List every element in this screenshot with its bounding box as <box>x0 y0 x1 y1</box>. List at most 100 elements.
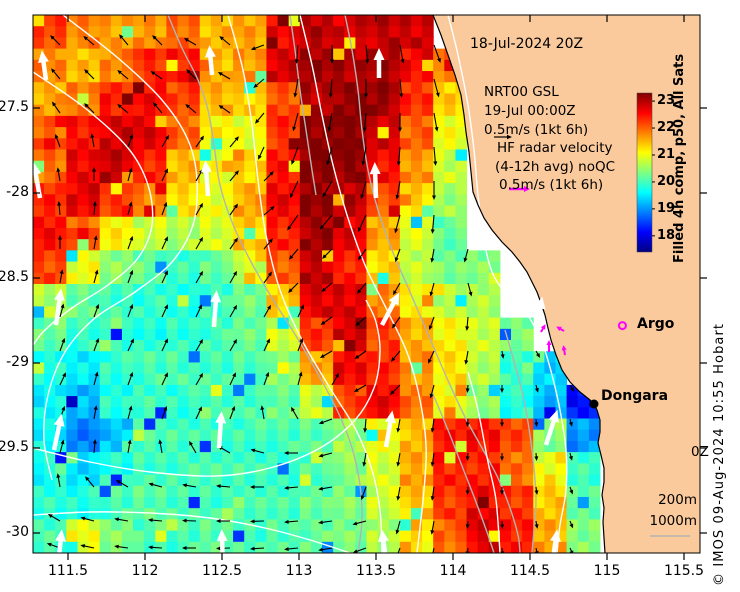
hf-velocity-arrow <box>323 282 333 291</box>
hf-velocity-arrow <box>358 214 367 230</box>
gsl-velocity-arrow-head <box>204 45 216 58</box>
hf-velocity-arrow-head <box>51 101 57 107</box>
hf-velocity-arrow <box>361 486 367 498</box>
y-tick-label: -27.5 <box>0 99 29 115</box>
hf-velocity-arrow-head <box>117 70 123 75</box>
hf-velocity-arrow <box>195 205 202 216</box>
hf-velocity-arrow <box>221 106 231 114</box>
hf-velocity-arrow <box>55 136 61 148</box>
hf-velocity-arrow-head <box>54 133 59 139</box>
hf-velocity-arrow-head <box>233 270 237 276</box>
hf-velocity-arrow-head <box>569 523 574 529</box>
gsl-velocity-arrow <box>204 170 211 197</box>
gsl-velocity-arrow-head <box>210 290 222 303</box>
contour-layer <box>33 15 606 553</box>
hf-velocity-arrow <box>321 418 333 424</box>
hf-velocity-arrow-head <box>62 372 66 378</box>
hf-velocity-arrow <box>321 547 333 551</box>
hf-velocity-arrow-head <box>183 38 189 42</box>
gsl-velocity-arrow <box>372 172 379 199</box>
hf-velocity-arrow-head <box>61 337 66 343</box>
hf-velocity-arrow <box>229 307 236 318</box>
hf-velocity-arrow-head <box>360 495 365 501</box>
hf-velocity-arrow-head <box>357 227 362 233</box>
argo-label: Argo <box>637 316 675 332</box>
hf-velocity-arrow-head <box>129 303 134 309</box>
hf-velocity-arrow-head <box>465 524 470 529</box>
hf-velocity-arrow <box>93 238 97 250</box>
hf-velocity-arrow-head <box>164 236 168 242</box>
hf-velocity-arrow-head <box>395 556 399 561</box>
hf-velocity-arrow <box>127 238 133 250</box>
hf-velocity-arrow-head <box>430 462 435 467</box>
hf-velocity-arrow-head <box>90 133 95 138</box>
bathymetry-contour-1000m <box>504 329 537 553</box>
land-layer <box>433 15 700 553</box>
hf-velocity-arrow <box>396 180 401 197</box>
gsl-velocity-arrow-head <box>55 529 67 542</box>
hf-velocity-arrow-head <box>284 451 289 455</box>
hf-velocity-arrow <box>397 452 401 464</box>
hf-velocity-arrow <box>263 207 273 216</box>
hf-velocity-arrow-head <box>365 59 370 64</box>
hf-velocity-arrow <box>229 408 235 420</box>
hf-velocity-arrow-head <box>364 93 368 98</box>
hf-velocity-arrow <box>429 350 435 361</box>
hf-velocity-arrow <box>259 146 265 157</box>
gsl-velocity-arrow <box>216 421 224 449</box>
hf-velocity-arrow <box>467 282 472 294</box>
hf-velocity-arrow-head <box>292 126 297 132</box>
hf-velocity-arrow <box>161 273 167 284</box>
hf-velocity-arrow-head <box>326 160 331 166</box>
hf-velocity-arrow-head <box>430 530 435 535</box>
hf-velocity-arrow <box>59 340 65 352</box>
hf-velocity-arrow <box>323 180 333 195</box>
hf-velocity-arrow-head <box>60 303 65 309</box>
hf-velocity-arrow-head <box>269 206 275 211</box>
hf-velocity-arrow <box>219 485 231 488</box>
y-tick-label: -29.5 <box>0 439 29 455</box>
copyright-vertical-text: © IMOS 09-Aug-2024 10:55 Hobart <box>712 322 727 586</box>
hf-velocity-arrow <box>86 71 95 80</box>
hf-velocity-arrow-head <box>182 483 187 488</box>
dongara-town-dot <box>589 399 599 409</box>
gsl-velocity-arrow-head <box>53 413 65 427</box>
hf-velocity-arrow <box>433 146 436 163</box>
hf-velocity-arrow-head <box>362 462 367 467</box>
hf-velocity-arrow <box>263 173 272 182</box>
hf-velocity-arrow-head <box>260 405 265 410</box>
bathy-200m-label: 200m <box>658 492 697 508</box>
gsl-velocity-arrow <box>381 539 388 553</box>
gsl-velocity-arrow <box>51 424 62 451</box>
hf-velocity-arrow <box>321 486 333 490</box>
x-tick-label: 114.5 <box>509 563 551 579</box>
hf-velocity-arrow <box>395 248 401 260</box>
hf-velocity-arrow-head <box>355 321 361 326</box>
colorbar-tick-label: 18 <box>657 227 676 243</box>
hf-velocity-arrow-head <box>534 456 539 461</box>
hf-velocity-arrow-head <box>569 489 574 495</box>
hf-velocity-arrow <box>229 341 236 352</box>
hf-velocity-arrow-head <box>465 456 470 461</box>
hf-velocity-arrow <box>117 545 129 549</box>
hf-velocity-arrow <box>397 418 401 430</box>
hf-velocity-arrow-head <box>250 448 256 453</box>
hf-velocity-arrow-head <box>50 35 55 40</box>
hf-velocity-arrow <box>263 374 269 386</box>
hf-velocity-arrow-head <box>152 35 157 40</box>
hf-velocity-arrow-head <box>291 406 295 412</box>
hf-velocity-arrow-head <box>353 388 359 392</box>
hf-velocity-arrow-head <box>129 269 134 275</box>
hf-velocity-arrow <box>431 520 435 532</box>
colorbar-tick-label: 23 <box>657 93 676 109</box>
hf-noqc-arrow-head <box>561 345 567 351</box>
x-tick-label: 112 <box>131 563 159 579</box>
hf-velocity-arrow <box>229 273 236 284</box>
hf-velocity-arrow <box>220 73 231 80</box>
hf-velocity-arrow <box>195 307 201 318</box>
hf-velocity-arrow <box>161 171 167 182</box>
hf-velocity-arrow <box>431 248 435 260</box>
hf-velocity-arrow-head <box>321 287 327 292</box>
hf-velocity-arrow <box>127 136 133 148</box>
hf-velocity-arrow <box>229 240 237 250</box>
